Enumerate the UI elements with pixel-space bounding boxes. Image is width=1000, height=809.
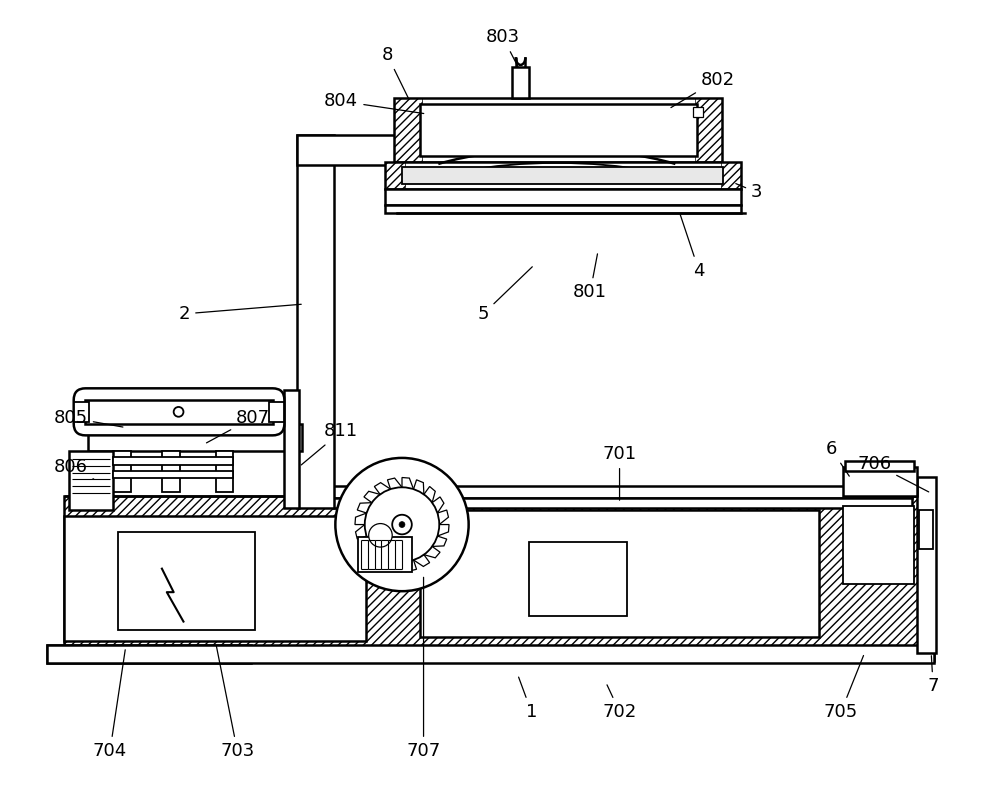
Circle shape xyxy=(399,522,405,527)
Circle shape xyxy=(392,515,412,535)
Bar xyxy=(162,451,180,492)
Bar xyxy=(113,471,233,478)
Polygon shape xyxy=(369,546,380,562)
Polygon shape xyxy=(355,513,367,524)
Text: 8: 8 xyxy=(382,46,409,99)
Polygon shape xyxy=(402,560,417,571)
Text: 703: 703 xyxy=(216,646,254,760)
Bar xyxy=(74,402,89,421)
Bar xyxy=(385,162,405,189)
Bar xyxy=(69,451,113,510)
Text: 3: 3 xyxy=(736,184,763,201)
Bar xyxy=(85,400,273,424)
Polygon shape xyxy=(437,524,449,536)
Bar xyxy=(845,461,914,471)
Bar xyxy=(843,467,916,496)
Bar xyxy=(284,390,299,508)
Bar xyxy=(358,537,412,572)
Bar xyxy=(529,542,627,616)
Text: 705: 705 xyxy=(824,655,864,721)
Bar xyxy=(919,510,933,549)
Bar xyxy=(420,510,819,637)
Bar xyxy=(88,424,302,451)
Text: 6: 6 xyxy=(826,440,849,477)
Polygon shape xyxy=(374,483,390,494)
Text: 801: 801 xyxy=(573,254,607,301)
Bar xyxy=(297,135,508,165)
Text: 802: 802 xyxy=(671,70,735,108)
Bar xyxy=(118,532,255,630)
Text: 4: 4 xyxy=(680,214,705,280)
Polygon shape xyxy=(432,497,444,513)
Text: 1: 1 xyxy=(519,677,537,721)
Text: 701: 701 xyxy=(602,445,637,500)
Text: 5: 5 xyxy=(478,267,532,323)
Bar xyxy=(843,506,914,584)
Polygon shape xyxy=(364,491,380,502)
Bar xyxy=(47,645,934,663)
Polygon shape xyxy=(432,536,447,546)
Bar xyxy=(297,135,334,508)
Bar xyxy=(512,67,529,98)
Circle shape xyxy=(174,407,183,417)
Text: 807: 807 xyxy=(206,409,270,443)
Text: 702: 702 xyxy=(602,685,637,721)
Polygon shape xyxy=(424,546,440,558)
Polygon shape xyxy=(380,555,390,570)
Bar xyxy=(113,457,233,464)
Bar xyxy=(297,135,334,508)
Bar xyxy=(297,135,508,165)
Text: 806: 806 xyxy=(54,458,94,479)
Polygon shape xyxy=(356,524,367,539)
Bar xyxy=(269,402,284,421)
Text: 805: 805 xyxy=(54,409,123,427)
Bar xyxy=(385,162,741,189)
Bar xyxy=(394,98,422,162)
Polygon shape xyxy=(360,536,372,553)
Circle shape xyxy=(365,487,439,561)
Bar xyxy=(47,645,251,663)
Bar xyxy=(394,98,722,162)
Bar xyxy=(64,496,934,661)
Polygon shape xyxy=(390,560,402,572)
Text: 704: 704 xyxy=(93,650,127,760)
Text: 803: 803 xyxy=(486,28,520,67)
FancyBboxPatch shape xyxy=(74,388,284,435)
Bar xyxy=(385,189,741,205)
Circle shape xyxy=(335,458,469,591)
Bar xyxy=(385,205,741,213)
Text: 706: 706 xyxy=(857,455,929,492)
Text: 707: 707 xyxy=(406,578,441,760)
Polygon shape xyxy=(424,486,435,502)
Polygon shape xyxy=(414,555,430,566)
Polygon shape xyxy=(437,510,448,524)
Bar xyxy=(113,451,131,492)
Bar xyxy=(216,451,233,492)
Text: 2: 2 xyxy=(179,304,301,323)
Bar xyxy=(916,477,936,653)
Polygon shape xyxy=(387,478,402,489)
Text: 7: 7 xyxy=(927,656,939,695)
Text: 804: 804 xyxy=(324,92,424,113)
Polygon shape xyxy=(357,502,372,513)
Bar xyxy=(693,107,703,116)
Text: 811: 811 xyxy=(301,422,358,465)
Bar xyxy=(695,98,722,162)
Bar xyxy=(333,486,912,498)
Polygon shape xyxy=(414,480,424,494)
Bar xyxy=(420,104,697,156)
Bar xyxy=(402,167,723,184)
Polygon shape xyxy=(402,477,414,489)
Bar xyxy=(64,515,366,642)
Bar xyxy=(333,498,912,508)
Bar xyxy=(721,162,741,189)
Circle shape xyxy=(369,523,392,547)
